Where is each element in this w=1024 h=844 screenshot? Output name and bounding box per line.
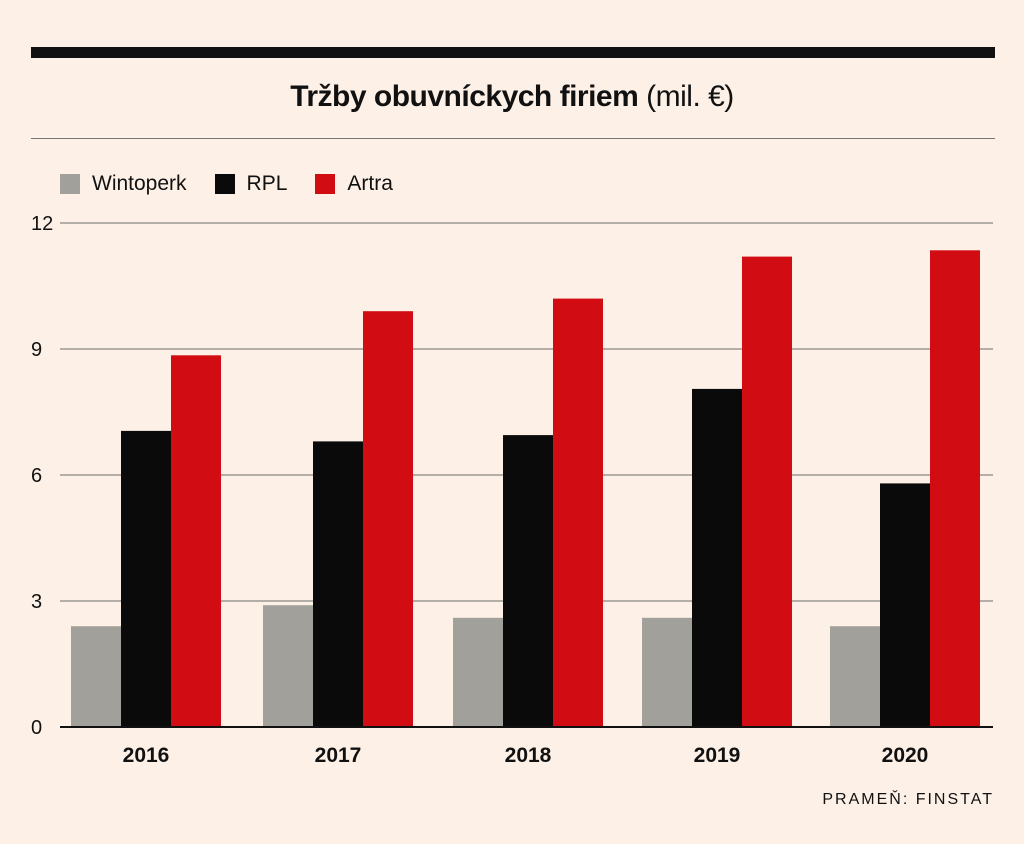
y-tick-label-0: 0: [31, 717, 42, 739]
x-tick-label-2016: 2016: [123, 744, 170, 767]
y-tick-label-12: 12: [31, 213, 53, 235]
bar-wintoperk-2018: [453, 617, 503, 727]
top-rule: [31, 47, 995, 58]
legend-label-wintoperk: Wintoperk: [92, 172, 187, 195]
legend-label-artra: Artra: [347, 172, 393, 195]
y-tick-label-3: 3: [31, 591, 42, 613]
source-note: PRAMEŇ: FINSTAT: [822, 791, 994, 808]
x-tick-label-2020: 2020: [882, 744, 929, 767]
bar-rpl-2017: [313, 441, 363, 727]
y-tick-label-6: 6: [31, 465, 42, 487]
bar-wintoperk-2019: [642, 617, 692, 727]
legend-swatch-rpl: [214, 174, 235, 194]
bar-artra-2020: [930, 250, 980, 728]
bar-wintoperk-2016: [71, 626, 121, 727]
chart-title-main: Tržby obuvníckych firiem: [290, 80, 639, 113]
x-tick-label-2019: 2019: [694, 744, 741, 767]
bar-artra-2018: [553, 298, 603, 727]
legend-item-rpl: RPL: [214, 172, 288, 196]
title-divider: [31, 138, 995, 139]
bar-artra-2019: [742, 256, 792, 727]
x-tick-label-2017: 2017: [315, 744, 362, 767]
legend: Wintoperk RPL Artra: [60, 171, 421, 197]
y-tick-label-9: 9: [31, 339, 42, 361]
bar-rpl-2018: [503, 435, 553, 727]
bar-artra-2017: [363, 311, 413, 727]
bar-wintoperk-2020: [830, 626, 880, 727]
legend-swatch-artra: [315, 174, 336, 194]
legend-swatch-wintoperk: [60, 174, 80, 194]
legend-item-artra: Artra: [315, 172, 393, 196]
chart-title: Tržby obuvníckych firiem (mil. €): [0, 80, 1024, 114]
x-tick-label-2018: 2018: [505, 744, 552, 767]
bar-artra-2016: [171, 355, 221, 727]
legend-item-wintoperk: Wintoperk: [60, 172, 187, 196]
bar-rpl-2020: [880, 483, 930, 727]
bar-rpl-2016: [121, 430, 171, 727]
bar-wintoperk-2017: [263, 605, 313, 727]
legend-label-rpl: RPL: [246, 172, 288, 195]
bar-rpl-2019: [692, 388, 742, 727]
chart-title-unit: (mil. €): [646, 80, 734, 113]
